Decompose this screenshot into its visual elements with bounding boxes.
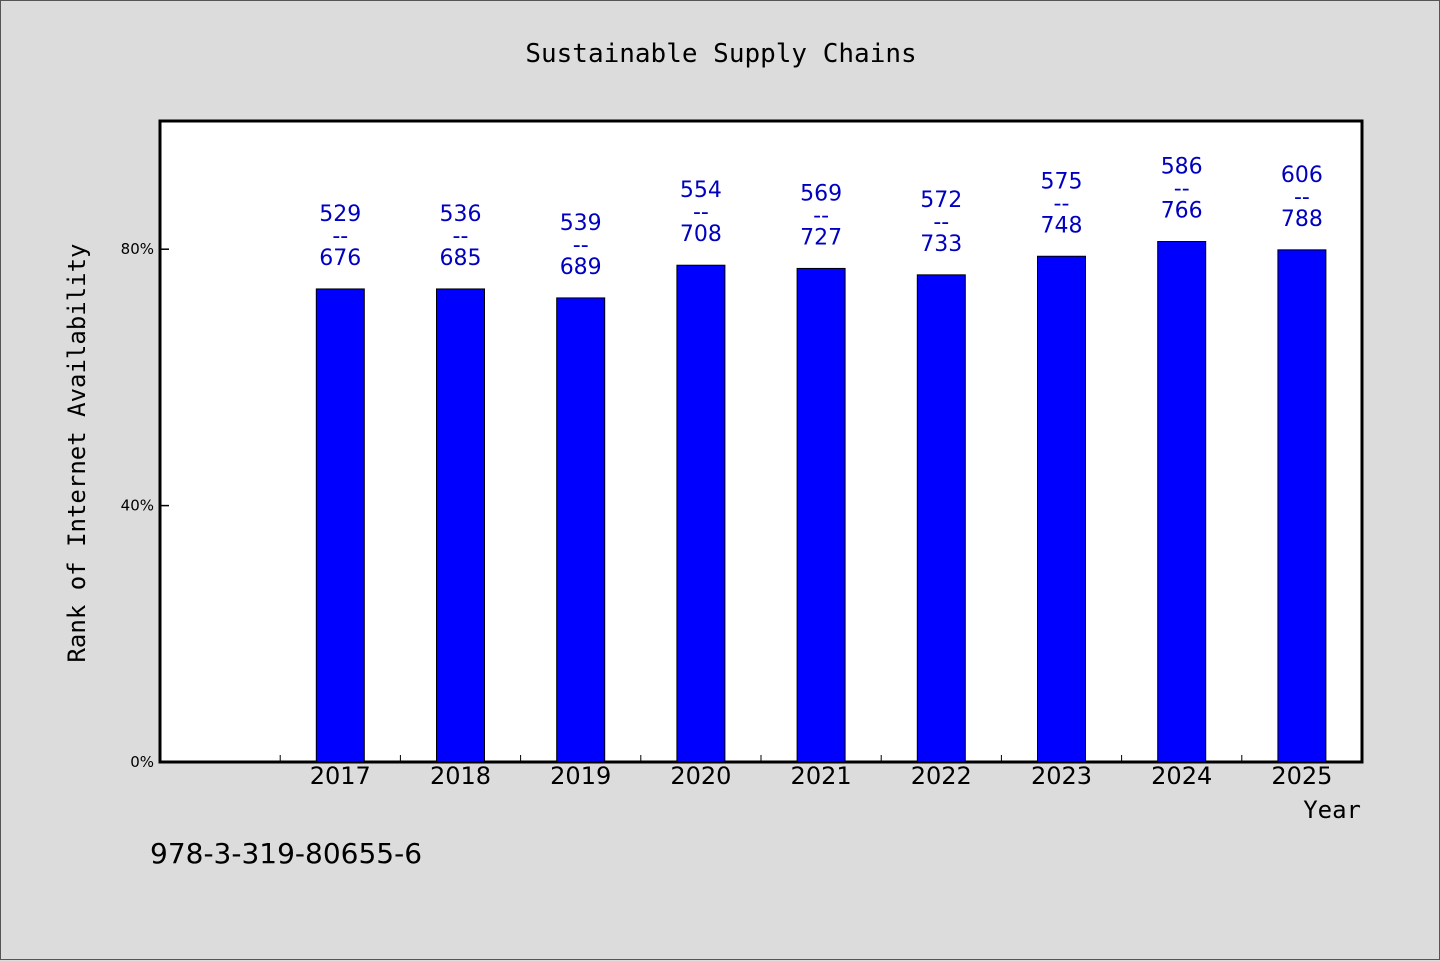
x-tick-label: 2023 <box>1031 762 1092 790</box>
x-tick-label: 2021 <box>791 762 852 790</box>
y-axis: 0% 40% 80% <box>121 240 169 771</box>
data-label-top: 539 <box>560 211 602 236</box>
data-label-bottom: 727 <box>800 225 842 250</box>
data-label-bottom: 708 <box>680 222 722 247</box>
data-labels: 529--676536--685539--689554--708569--727… <box>319 155 1323 280</box>
bar-2017 <box>315 288 365 763</box>
x-axis-label: Year <box>1303 796 1361 824</box>
bar-2019 <box>556 297 606 763</box>
x-tick-label: 2019 <box>550 762 611 790</box>
data-label-sep: -- <box>573 233 589 258</box>
data-label-top: 529 <box>319 202 361 227</box>
data-label-top: 575 <box>1041 169 1083 194</box>
data-label-sep: -- <box>453 224 469 249</box>
data-label-top: 536 <box>440 202 482 227</box>
data-label-top: 554 <box>680 178 722 203</box>
data-label-top: 606 <box>1281 163 1323 188</box>
bar-2020 <box>676 264 726 763</box>
bar-2018 <box>436 288 485 763</box>
data-label-sep: -- <box>332 224 348 249</box>
y-tick-label: 80% <box>121 240 154 258</box>
data-label-sep: -- <box>933 210 949 235</box>
data-label-top: 586 <box>1161 155 1203 180</box>
x-tick-label: 2020 <box>670 762 731 790</box>
x-tick-label: 2025 <box>1271 762 1332 790</box>
x-tick-label: 2018 <box>430 762 491 790</box>
bar-2024 <box>1157 241 1207 763</box>
bar-2022 <box>916 274 966 763</box>
isbn-code: 978-3-319-80655-6 <box>150 837 422 870</box>
x-tick-label: 2022 <box>911 762 972 790</box>
data-label-bottom: 733 <box>920 232 962 257</box>
data-label-top: 569 <box>800 181 842 206</box>
data-label-bottom: 748 <box>1041 213 1083 238</box>
data-label-top: 572 <box>920 188 962 213</box>
x-axis: 2017 2018 2019 2020 2021 2022 2023 2024 2025 <box>279 755 1332 790</box>
x-tick-label: 2017 <box>310 762 371 790</box>
chart-title: Sustainable Supply Chains <box>525 39 916 69</box>
bar-2023 <box>1037 255 1086 763</box>
data-label-sep: -- <box>693 200 709 225</box>
data-label-sep: -- <box>1294 185 1310 210</box>
data-label-bottom: 766 <box>1161 199 1203 224</box>
data-label-sep: -- <box>1174 177 1190 202</box>
data-label-bottom: 788 <box>1281 207 1323 232</box>
x-tick-label: 2024 <box>1151 762 1212 790</box>
y-axis-label: Rank of Internet Availability <box>63 243 91 662</box>
data-label-sep: -- <box>1054 191 1070 216</box>
y-tick-label: 0% <box>130 753 154 771</box>
y-tick-label: 40% <box>121 497 154 515</box>
data-label-bottom: 685 <box>440 246 482 271</box>
data-label-bottom: 676 <box>319 246 361 271</box>
data-label-bottom: 689 <box>560 255 602 280</box>
bar-2025 <box>1277 249 1327 763</box>
bar-series <box>315 241 1327 763</box>
data-label-sep: -- <box>813 203 829 228</box>
bar-2021 <box>796 267 846 763</box>
